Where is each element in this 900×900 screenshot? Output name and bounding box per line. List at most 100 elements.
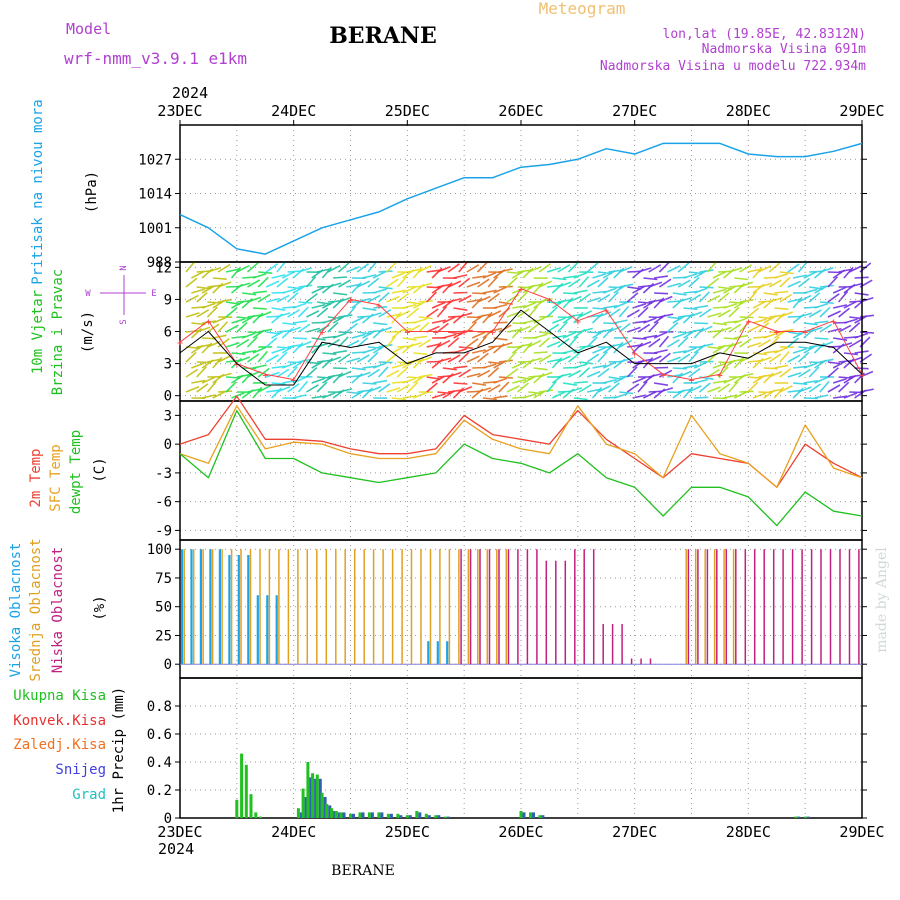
wind-barb <box>827 367 839 378</box>
precip-snow-bar <box>541 815 545 818</box>
cloud-ytick-label: 100 <box>147 542 172 558</box>
wind-barb <box>648 338 661 348</box>
wind-barb <box>728 323 742 333</box>
wind-barb <box>626 292 639 303</box>
pressure-ytick-label: 988 <box>147 255 172 271</box>
pressure-panel: 988 1001 1014 1027 <box>138 124 867 271</box>
wind-barb <box>813 342 825 354</box>
wind-barb <box>305 292 318 303</box>
wind-barb <box>538 263 551 273</box>
wind-barb <box>322 318 337 324</box>
wind-barb <box>265 263 279 273</box>
wind-barb <box>426 343 441 348</box>
wind-barb <box>271 330 285 339</box>
wind-barb <box>196 309 210 318</box>
wind-barb <box>372 362 387 369</box>
top-date-axis: 23DEC 24DEC 25DEC 26DEC 27DEC 28DEC 29DEC <box>157 102 885 126</box>
wind-barb <box>498 376 513 379</box>
wind-barb <box>773 386 785 399</box>
wind-barb <box>586 262 599 273</box>
wind-barb <box>407 324 421 333</box>
wind-barb <box>351 367 366 371</box>
wind-barb <box>447 354 461 363</box>
precip-total-bar <box>240 753 244 818</box>
wind-barb <box>397 327 412 333</box>
wind-barb <box>281 270 296 279</box>
wind-barb <box>814 376 828 384</box>
wind-barb <box>327 321 339 333</box>
wind-barb <box>218 390 233 393</box>
wind-barb <box>528 266 542 273</box>
wind-barb <box>538 371 553 378</box>
wind-barb <box>567 261 579 273</box>
wind-barb <box>827 361 842 365</box>
wind-barb <box>242 350 257 354</box>
wind-barb <box>437 266 451 273</box>
wind-barb <box>814 394 829 399</box>
wind-barb <box>225 324 239 333</box>
wind-barb <box>798 312 813 318</box>
precip-snow-bar <box>318 778 322 818</box>
wind-barb <box>752 392 767 399</box>
wind-barb <box>552 391 566 399</box>
precip-total-bar <box>334 811 338 818</box>
wind-barb <box>487 310 502 318</box>
bottom-date-label: 25DEC <box>385 823 430 841</box>
wind-barb <box>763 292 778 296</box>
wind-barb <box>378 292 390 303</box>
precip-total-bar <box>377 812 381 818</box>
wind-barb <box>693 287 708 294</box>
wind-barb <box>694 305 709 309</box>
wind-barb <box>488 361 503 365</box>
wind-barb <box>693 327 705 339</box>
wind-barb <box>217 355 232 363</box>
wind-barb <box>252 290 267 294</box>
wind-barb <box>763 332 778 339</box>
pressure-ytick-label: 1001 <box>138 221 172 237</box>
wind-barb <box>838 268 853 273</box>
wind-barb <box>271 307 286 311</box>
wind-barb <box>627 326 641 333</box>
wind-barb <box>792 330 806 339</box>
wind-barb <box>231 318 246 324</box>
wind-barb <box>477 295 491 303</box>
wind-barb <box>546 267 561 273</box>
wind-barb <box>511 361 526 369</box>
wind-barb <box>426 382 438 393</box>
model-elevation-text: Nadmorska Visina u modelu 722.934m <box>600 59 866 74</box>
wind-barb <box>191 379 206 384</box>
wind-barb <box>739 281 754 288</box>
wind-barb <box>814 337 829 340</box>
bottom-date-label: 24DEC <box>271 823 316 841</box>
wind-barb <box>699 286 714 289</box>
wind-barb <box>774 364 789 369</box>
precip-total-bar <box>244 764 248 818</box>
wind-barb <box>386 387 401 393</box>
wind-barb <box>185 294 199 303</box>
precip-total-bar <box>529 812 532 818</box>
wind-barb <box>637 341 652 348</box>
wind-barb <box>512 287 526 294</box>
wind-barb <box>362 330 376 339</box>
precip-ytick-label: 0.8 <box>147 699 172 715</box>
wind-barb <box>654 366 669 369</box>
wind-barb <box>573 311 584 324</box>
wind-barb <box>346 339 360 348</box>
wind-barb <box>603 378 617 384</box>
wind-barb <box>546 306 558 318</box>
wind-ytick-label: 12 <box>155 260 172 276</box>
wind-barb <box>774 307 789 310</box>
wind-barb <box>538 354 552 363</box>
wind-barb <box>196 366 207 378</box>
wind-barb <box>493 377 508 384</box>
wind-barb <box>578 384 592 393</box>
wind-barb <box>688 385 702 393</box>
wind-gust-line <box>179 288 863 381</box>
wind-barb <box>608 269 623 273</box>
precip-snow-bar <box>333 811 337 818</box>
wind-barb <box>568 387 583 393</box>
precip-total-bar <box>443 816 447 818</box>
wind-barb <box>372 270 387 279</box>
wind-barb <box>362 307 377 311</box>
wind-barb <box>632 337 647 340</box>
